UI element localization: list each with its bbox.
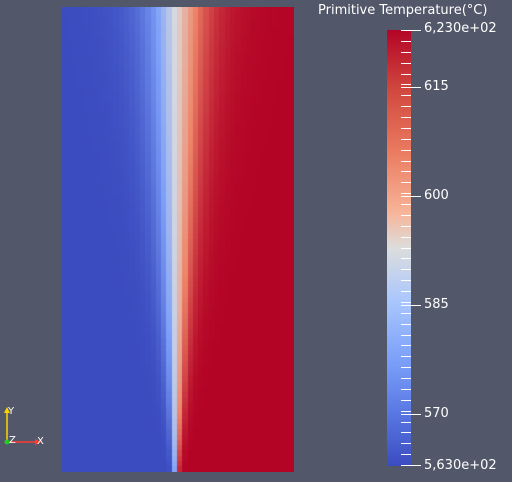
colorbar-minor-tick — [401, 150, 411, 151]
colorbar-minor-tick — [401, 226, 411, 227]
colorbar-title: Primitive Temperature(°C) — [318, 3, 488, 18]
colorbar-minor-tick — [401, 74, 411, 75]
colorbar-minor-tick — [401, 248, 411, 249]
colorbar-minor-tick — [401, 258, 411, 259]
z-axis-label: Z — [9, 435, 16, 446]
colorbar-minor-tick — [401, 106, 411, 107]
colorbar-minor-tick — [401, 84, 411, 85]
colorbar-minor-tick — [401, 171, 411, 172]
colorbar-minor-tick — [401, 41, 411, 42]
colorbar-minor-tick — [401, 411, 411, 412]
colorbar-minor-tick — [401, 454, 411, 455]
colorbar-minor-tick — [401, 95, 411, 96]
temperature-field-plot[interactable] — [61, 7, 294, 472]
colorbar-minor-tick — [401, 139, 411, 140]
colorbar-minor-tick — [401, 182, 411, 183]
x-axis-label: X — [37, 436, 44, 447]
colorbar-minor-tick — [401, 291, 411, 292]
colorbar-minor-tick — [401, 356, 411, 357]
colorbar-minor-tick — [401, 313, 411, 314]
colorbar-minor-tick — [401, 269, 411, 270]
colorbar-minor-tick — [401, 128, 411, 129]
colorbar-minor-tick — [401, 345, 411, 346]
colorbar-minor-tick — [401, 324, 411, 325]
colorbar-minor-tick — [401, 52, 411, 53]
colorbar-tick-label-570: 570 — [424, 406, 449, 421]
colorbar-tick-min — [401, 465, 421, 466]
colorbar-max-label: 6,230e+02 — [424, 21, 497, 36]
colorbar-tick-570 — [401, 414, 421, 415]
colorbar-minor-tick — [401, 117, 411, 118]
colorbar-tick-label-615: 615 — [424, 79, 449, 94]
colorbar-minor-tick — [401, 443, 411, 444]
colorbar-minor-tick — [401, 432, 411, 433]
colorbar-minor-tick — [401, 237, 411, 238]
colorbar-minor-tick — [401, 302, 411, 303]
colorbar-tick-615 — [401, 87, 421, 88]
colorbar-minor-tick — [401, 378, 411, 379]
colorbar-tick-max — [401, 30, 421, 31]
colorbar-minor-tick — [401, 367, 411, 368]
colorbar-minor-tick — [401, 161, 411, 162]
orientation-axes-widget[interactable]: Y X Z — [0, 398, 50, 448]
colorbar-minor-tick — [401, 422, 411, 423]
y-axis-label: Y — [7, 406, 15, 417]
z-axis-marker — [4, 439, 10, 445]
colorbar-minor-tick — [401, 389, 411, 390]
colorbar-tick-600 — [401, 196, 421, 197]
colorbar-minor-tick — [401, 215, 411, 216]
colorbar-tick-label-585: 585 — [424, 297, 449, 312]
colorbar-min-label: 5,630e+02 — [424, 458, 497, 473]
colorbar-minor-tick — [401, 400, 411, 401]
colorbar-minor-tick — [401, 335, 411, 336]
colorbar-minor-tick — [401, 63, 411, 64]
colorbar-minor-tick — [401, 280, 411, 281]
colorbar-tick-585 — [401, 305, 421, 306]
colorbar-minor-tick — [401, 193, 411, 194]
colorbar-minor-tick — [401, 204, 411, 205]
x-axis-arrow — [35, 439, 41, 445]
y-axis-arrow — [4, 407, 10, 413]
colorbar-tick-label-600: 600 — [424, 188, 449, 203]
